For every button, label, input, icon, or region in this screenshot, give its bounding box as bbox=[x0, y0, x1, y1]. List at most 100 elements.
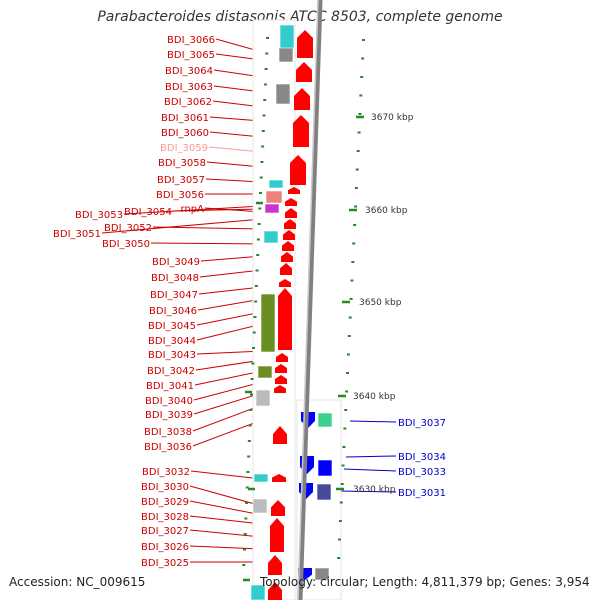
forward-gene-arrow[interactable] bbox=[296, 62, 312, 82]
forward-gene-arrow[interactable] bbox=[268, 582, 282, 600]
gene-label-bdi_3043[interactable]: BDI_3043 bbox=[148, 350, 196, 361]
forward-gene-arrow[interactable] bbox=[268, 555, 282, 575]
leader-line-bdi_3038 bbox=[192, 404, 263, 432]
forward-gene-arrow[interactable] bbox=[288, 187, 300, 194]
forward-gene-arrow[interactable] bbox=[275, 364, 287, 373]
forward-gene-arrow[interactable] bbox=[283, 230, 295, 240]
gene-label-bdi_3054[interactable]: BDI_3054 bbox=[124, 207, 172, 218]
genome-backbone bbox=[297, 0, 323, 600]
feature-block[interactable] bbox=[278, 47, 294, 63]
gene-label-bdi_3049[interactable]: BDI_3049 bbox=[152, 257, 200, 268]
forward-gene-arrow[interactable] bbox=[271, 500, 285, 516]
leader-line-bdi_3048 bbox=[199, 269, 263, 278]
leader-line-bdi_3032 bbox=[190, 470, 263, 480]
gene-label-bdi_3050[interactable]: BDI_3050 bbox=[102, 239, 150, 250]
gene-label-bdi_3051[interactable]: BDI_3051 bbox=[53, 229, 101, 240]
accession-label: Accession: NC_009615 bbox=[9, 575, 146, 589]
scale-label: 3640 kbp bbox=[353, 392, 396, 402]
gene-label-bdi_3030[interactable]: BDI_3030 bbox=[141, 482, 189, 493]
gene-label-bdi_3028[interactable]: BDI_3028 bbox=[141, 512, 189, 523]
feature-block[interactable] bbox=[257, 365, 273, 379]
gene-label-bdi_3027[interactable]: BDI_3027 bbox=[141, 526, 189, 537]
gene-label-bdi_3042[interactable]: BDI_3042 bbox=[147, 366, 195, 377]
leader-line-bdi_3047 bbox=[198, 286, 263, 295]
feature-block[interactable] bbox=[264, 203, 280, 214]
forward-gene-arrow[interactable] bbox=[273, 426, 287, 444]
forward-gene-arrow[interactable] bbox=[293, 115, 309, 147]
leader-line-bdi_3050 bbox=[150, 242, 263, 245]
leader-line-bdi_3044 bbox=[196, 323, 263, 341]
gene-label-bdi_3025[interactable]: BDI_3025 bbox=[141, 558, 189, 569]
gene-label-bdi_3053[interactable]: BDI_3053 bbox=[75, 210, 123, 221]
feature-block[interactable] bbox=[252, 498, 268, 514]
forward-gene-arrow[interactable] bbox=[282, 241, 294, 251]
gene-label-bdi_3061[interactable]: BDI_3061 bbox=[161, 113, 209, 124]
leader-line-bdi_3030 bbox=[189, 485, 263, 507]
leader-line-bdi_3046 bbox=[197, 298, 263, 311]
forward-gene-arrow[interactable] bbox=[278, 288, 292, 350]
gene-label-bdi_3036[interactable]: BDI_3036 bbox=[144, 442, 192, 453]
leader-line-bdi_3039 bbox=[193, 392, 263, 415]
gene-label-bdi_3045[interactable]: BDI_3045 bbox=[148, 321, 196, 332]
gene-label-bdi_3058[interactable]: BDI_3058 bbox=[158, 158, 206, 169]
forward-gene-arrow[interactable] bbox=[284, 219, 296, 229]
gene-label-bdi_3047[interactable]: BDI_3047 bbox=[150, 290, 198, 301]
gene-label-bdi_3044[interactable]: BDI_3044 bbox=[148, 336, 196, 347]
gene-label-bdi_3033[interactable]: BDI_3033 bbox=[398, 467, 446, 478]
gene-label-bdi_3046[interactable]: BDI_3046 bbox=[149, 306, 197, 317]
forward-gene-arrow[interactable] bbox=[285, 198, 297, 206]
reverse-feature-block[interactable] bbox=[317, 412, 333, 428]
forward-gene-arrow[interactable] bbox=[272, 474, 286, 482]
gene-label-bdi_3037[interactable]: BDI_3037 bbox=[398, 418, 446, 429]
gene-label-bdi_3038[interactable]: BDI_3038 bbox=[144, 427, 192, 438]
feature-block[interactable] bbox=[275, 83, 291, 105]
feature-block[interactable] bbox=[263, 230, 279, 244]
backbone-highlight bbox=[297, 0, 319, 600]
forward-gene-arrow[interactable] bbox=[276, 353, 288, 362]
gene-label-bdi_3029[interactable]: BDI_3029 bbox=[141, 497, 189, 508]
gene-label-bdi_3039[interactable]: BDI_3039 bbox=[145, 410, 193, 421]
gene-label-bdi_3032[interactable]: BDI_3032 bbox=[142, 467, 190, 478]
gene-label-bdi_3065[interactable]: BDI_3065 bbox=[167, 50, 215, 61]
gene-label-bdi_3057[interactable]: BDI_3057 bbox=[157, 175, 205, 186]
gene-label-bdi_3062[interactable]: BDI_3062 bbox=[164, 97, 212, 108]
reverse-feature-block[interactable] bbox=[314, 567, 330, 581]
gene-label-bdi_3056[interactable]: BDI_3056 bbox=[156, 190, 204, 201]
gene-label-bdi_3064[interactable]: BDI_3064 bbox=[165, 66, 213, 77]
reverse-feature-block[interactable] bbox=[317, 459, 333, 477]
forward-gene-arrow[interactable] bbox=[297, 30, 313, 58]
gene-label-bdi_3031[interactable]: BDI_3031 bbox=[398, 488, 446, 499]
feature-track bbox=[250, 19, 342, 600]
forward-gene-arrow[interactable] bbox=[275, 375, 287, 384]
feature-block[interactable] bbox=[255, 389, 271, 407]
gene-label-bdi_3052[interactable]: BDI_3052 bbox=[104, 223, 152, 234]
gene-label-rnpa[interactable]: rnpA bbox=[181, 204, 205, 215]
forward-gene-arrow[interactable] bbox=[294, 88, 310, 110]
gene-label-bdi_3063[interactable]: BDI_3063 bbox=[165, 82, 213, 93]
forward-gene-arrow[interactable] bbox=[274, 385, 286, 393]
reverse-feature-block[interactable] bbox=[316, 483, 332, 501]
feature-block[interactable] bbox=[279, 24, 295, 50]
feature-block[interactable] bbox=[265, 190, 283, 204]
feature-block[interactable] bbox=[260, 293, 276, 353]
forward-gene-arrow[interactable] bbox=[281, 252, 293, 262]
feature-block[interactable] bbox=[268, 179, 284, 189]
forward-gene-arrow[interactable] bbox=[270, 518, 284, 552]
forward-gene-arrow[interactable] bbox=[290, 155, 306, 185]
gene-label-bdi_3026[interactable]: BDI_3026 bbox=[141, 542, 189, 553]
gene-label-bdi_3066[interactable]: BDI_3066 bbox=[167, 35, 215, 46]
forward-gene-arrow[interactable] bbox=[280, 263, 292, 275]
gene-label-bdi_3041[interactable]: BDI_3041 bbox=[146, 381, 194, 392]
gene-label-bdi_3040[interactable]: BDI_3040 bbox=[145, 396, 193, 407]
leader-line-bdi_3041 bbox=[194, 370, 263, 386]
gene-label-bdi_3059[interactable]: BDI_3059 bbox=[160, 143, 208, 154]
forward-gene-arrow[interactable] bbox=[279, 279, 291, 287]
gene-label-bdi_3048[interactable]: BDI_3048 bbox=[151, 273, 199, 284]
forward-gene-arrow[interactable] bbox=[285, 208, 297, 218]
feature-block[interactable] bbox=[253, 473, 269, 483]
feature-block[interactable] bbox=[250, 584, 266, 600]
page-title: Parabacteroides distasonis ATCC 8503, co… bbox=[97, 9, 503, 25]
gene-label-bdi_3034[interactable]: BDI_3034 bbox=[398, 452, 446, 463]
gene-label-bdi_3060[interactable]: BDI_3060 bbox=[161, 128, 209, 139]
